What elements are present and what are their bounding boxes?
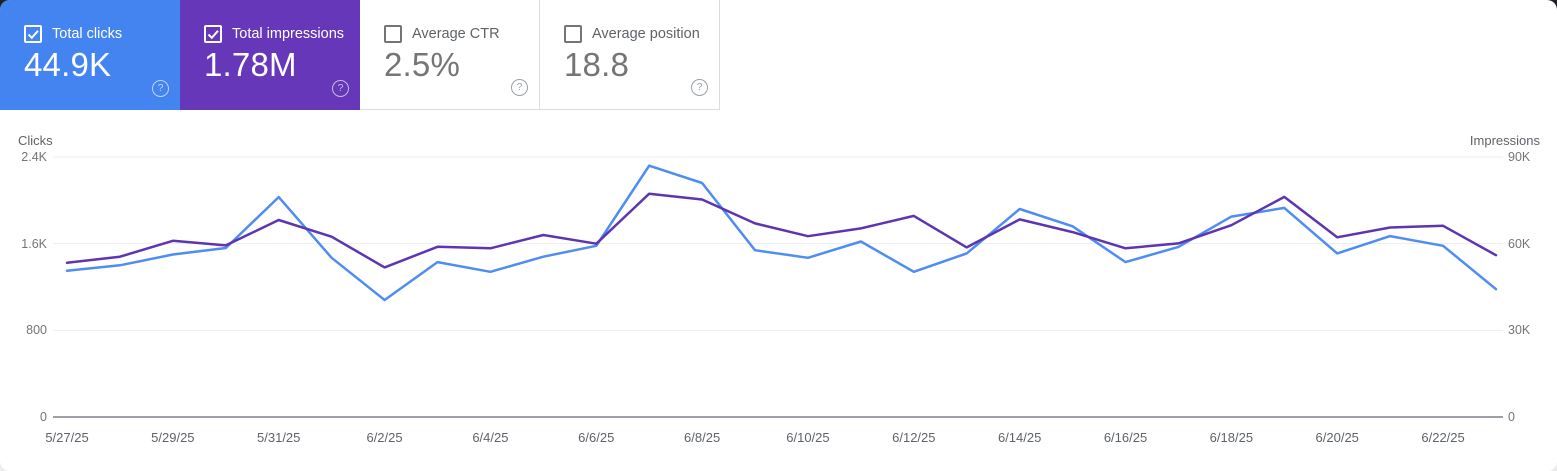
card-label: Average position (592, 26, 700, 42)
help-icon[interactable]: ? (691, 79, 708, 96)
y-tick-label-right: 90K (1508, 150, 1531, 164)
card-value: 44.9K (24, 46, 112, 83)
x-tick-label: 6/14/25 (997, 430, 1042, 445)
card-total-impressions[interactable]: Total impressions 1.78M ? (180, 0, 360, 110)
card-value: 2.5% (384, 46, 461, 83)
help-icon[interactable]: ? (332, 80, 349, 97)
help-icon[interactable]: ? (511, 79, 528, 96)
help-icon[interactable]: ? (152, 80, 169, 97)
x-tick-label: 6/18/25 (1209, 430, 1254, 445)
x-tick-label: 5/27/25 (45, 430, 89, 445)
card-average-position[interactable]: Average position 18.8 ? (540, 0, 720, 110)
x-tick-label: 6/12/25 (892, 430, 936, 445)
total-clicks-checkbox[interactable] (24, 25, 42, 43)
y-tick-label-right: 0 (1508, 410, 1515, 424)
card-label: Average CTR (412, 26, 500, 42)
card-label: Total impressions (232, 26, 345, 42)
x-tick-label: 6/2/25 (366, 430, 403, 445)
clicks-line (65, 164, 1498, 302)
checkmark-icon (27, 30, 39, 40)
y-axis-title-right: Impressions (1469, 133, 1540, 148)
y-tick-label-right: 60K (1508, 236, 1531, 251)
x-tick-label: 6/16/25 (1103, 430, 1148, 445)
y-tick-label-left: 0 (40, 410, 47, 424)
average-ctr-checkbox[interactable] (384, 25, 402, 43)
x-tick-label: 6/6/25 (578, 430, 615, 445)
x-tick-label: 5/31/25 (257, 430, 301, 445)
average-position-checkbox[interactable] (564, 25, 582, 43)
card-average-ctr[interactable]: Average CTR 2.5% ? (360, 0, 540, 110)
x-tick-label: 6/22/25 (1421, 430, 1465, 445)
y-tick-label-left: 800 (26, 323, 47, 338)
checkmark-icon (207, 30, 219, 40)
x-tick-label: 5/29/25 (151, 430, 195, 445)
impressions-line (65, 192, 1498, 269)
total-impressions-checkbox[interactable] (204, 25, 222, 43)
x-tick-label: 6/10/25 (786, 430, 830, 445)
card-value: 1.78M (204, 46, 297, 83)
x-tick-label: 6/20/25 (1315, 430, 1359, 445)
y-tick-label-right: 30K (1508, 323, 1531, 338)
card-label: Total clicks (52, 26, 123, 42)
metric-cards: Total clicks 44.9K ? Total impressions 1… (0, 0, 1557, 110)
card-value: 18.8 (564, 46, 630, 83)
card-total-clicks[interactable]: Total clicks 44.9K ? (0, 0, 180, 110)
y-axis-title-left: Clicks (18, 133, 53, 148)
y-tick-label-left: 1.6K (21, 236, 47, 251)
y-tick-label-left: 2.4K (21, 150, 47, 164)
x-tick-label: 6/4/25 (472, 430, 509, 445)
x-tick-label: 6/8/25 (684, 430, 721, 445)
